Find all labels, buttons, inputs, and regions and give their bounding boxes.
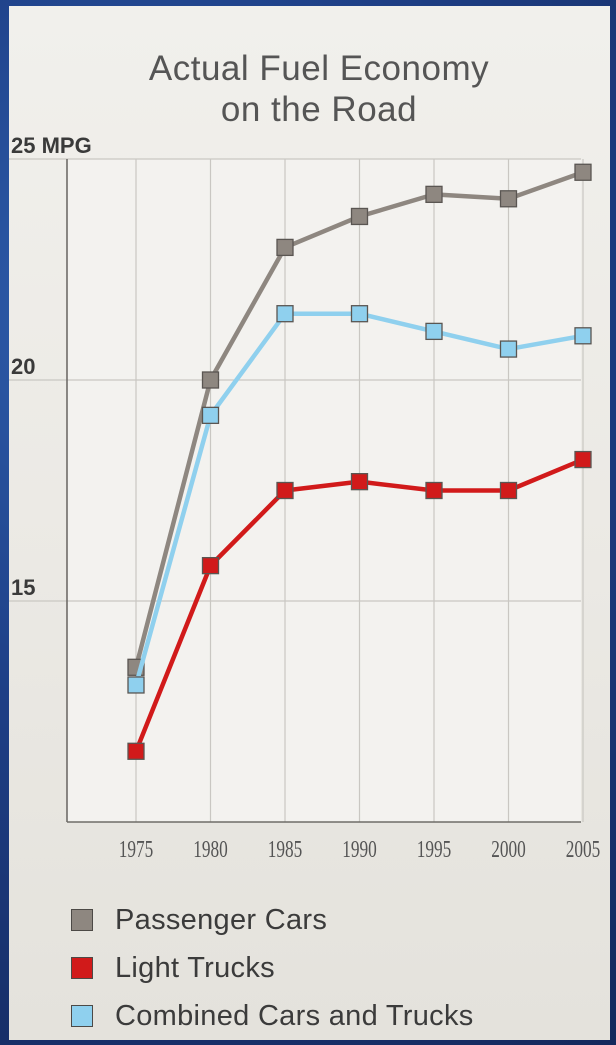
legend-label: Combined Cars and Trucks xyxy=(115,999,474,1032)
data-point xyxy=(276,238,294,257)
legend-label: Light Trucks xyxy=(115,951,275,984)
series-combined-cars-and-trucks xyxy=(127,305,592,694)
data-point xyxy=(276,305,294,323)
data-point xyxy=(127,742,145,760)
x-tick-label: 2005 xyxy=(566,835,601,863)
x-tick-label: 1985 xyxy=(268,835,303,863)
axes xyxy=(66,159,581,823)
data-point xyxy=(425,481,443,500)
data-point xyxy=(276,481,294,500)
y-tick-label: 20 xyxy=(11,354,35,379)
tick-labels: 25 MPG 20 15 1975 1980 1985 1990 1995 2000 2005 xyxy=(11,133,600,863)
x-tick-label: 1975 xyxy=(119,835,154,863)
data-point xyxy=(574,163,592,181)
fuel-economy-line-chart: 25 MPG 20 15 1975 1980 1985 1990 1995 2000 2005 xyxy=(9,133,600,863)
y-tick-label: 25 MPG xyxy=(11,133,92,158)
data-point xyxy=(201,371,220,389)
data-point xyxy=(201,406,220,425)
data-point xyxy=(201,556,220,575)
x-tick-label: 1980 xyxy=(193,835,228,863)
data-point xyxy=(425,185,443,204)
x-tick-label: 2000 xyxy=(491,835,526,863)
legend-label: Passenger Cars xyxy=(115,903,328,936)
data-point xyxy=(574,327,592,345)
legend-swatch xyxy=(71,957,93,979)
data-point xyxy=(574,450,592,469)
x-tick-label: 1995 xyxy=(417,835,452,863)
legend-swatch xyxy=(71,1005,93,1027)
data-point xyxy=(499,481,518,500)
legend-swatch xyxy=(71,909,93,931)
data-point xyxy=(425,322,443,341)
data-point xyxy=(350,207,369,226)
legend-item: Combined Cars and Trucks xyxy=(71,992,610,1040)
chart-panel: Actual Fuel Economy on the Road 25 MPG 20… xyxy=(9,6,610,1040)
data-point xyxy=(350,473,369,491)
chart-title: Actual Fuel Economy on the Road xyxy=(9,48,610,130)
legend-item: Passenger Cars xyxy=(71,896,610,944)
chart-title-line-1: Actual Fuel Economy xyxy=(148,49,490,88)
data-point xyxy=(350,305,369,323)
series xyxy=(127,163,592,760)
series-light-trucks xyxy=(127,450,592,760)
x-tick-label: 1990 xyxy=(342,835,377,863)
legend-item: Light Trucks xyxy=(71,944,610,992)
data-point xyxy=(127,676,145,694)
chart-title-line-2: on the Road xyxy=(220,90,418,129)
y-tick-label: 15 xyxy=(11,575,35,600)
data-point xyxy=(499,340,518,358)
chart-legend: Passenger Cars Light Trucks Combined Cars … xyxy=(71,896,610,1040)
data-point xyxy=(499,190,518,208)
